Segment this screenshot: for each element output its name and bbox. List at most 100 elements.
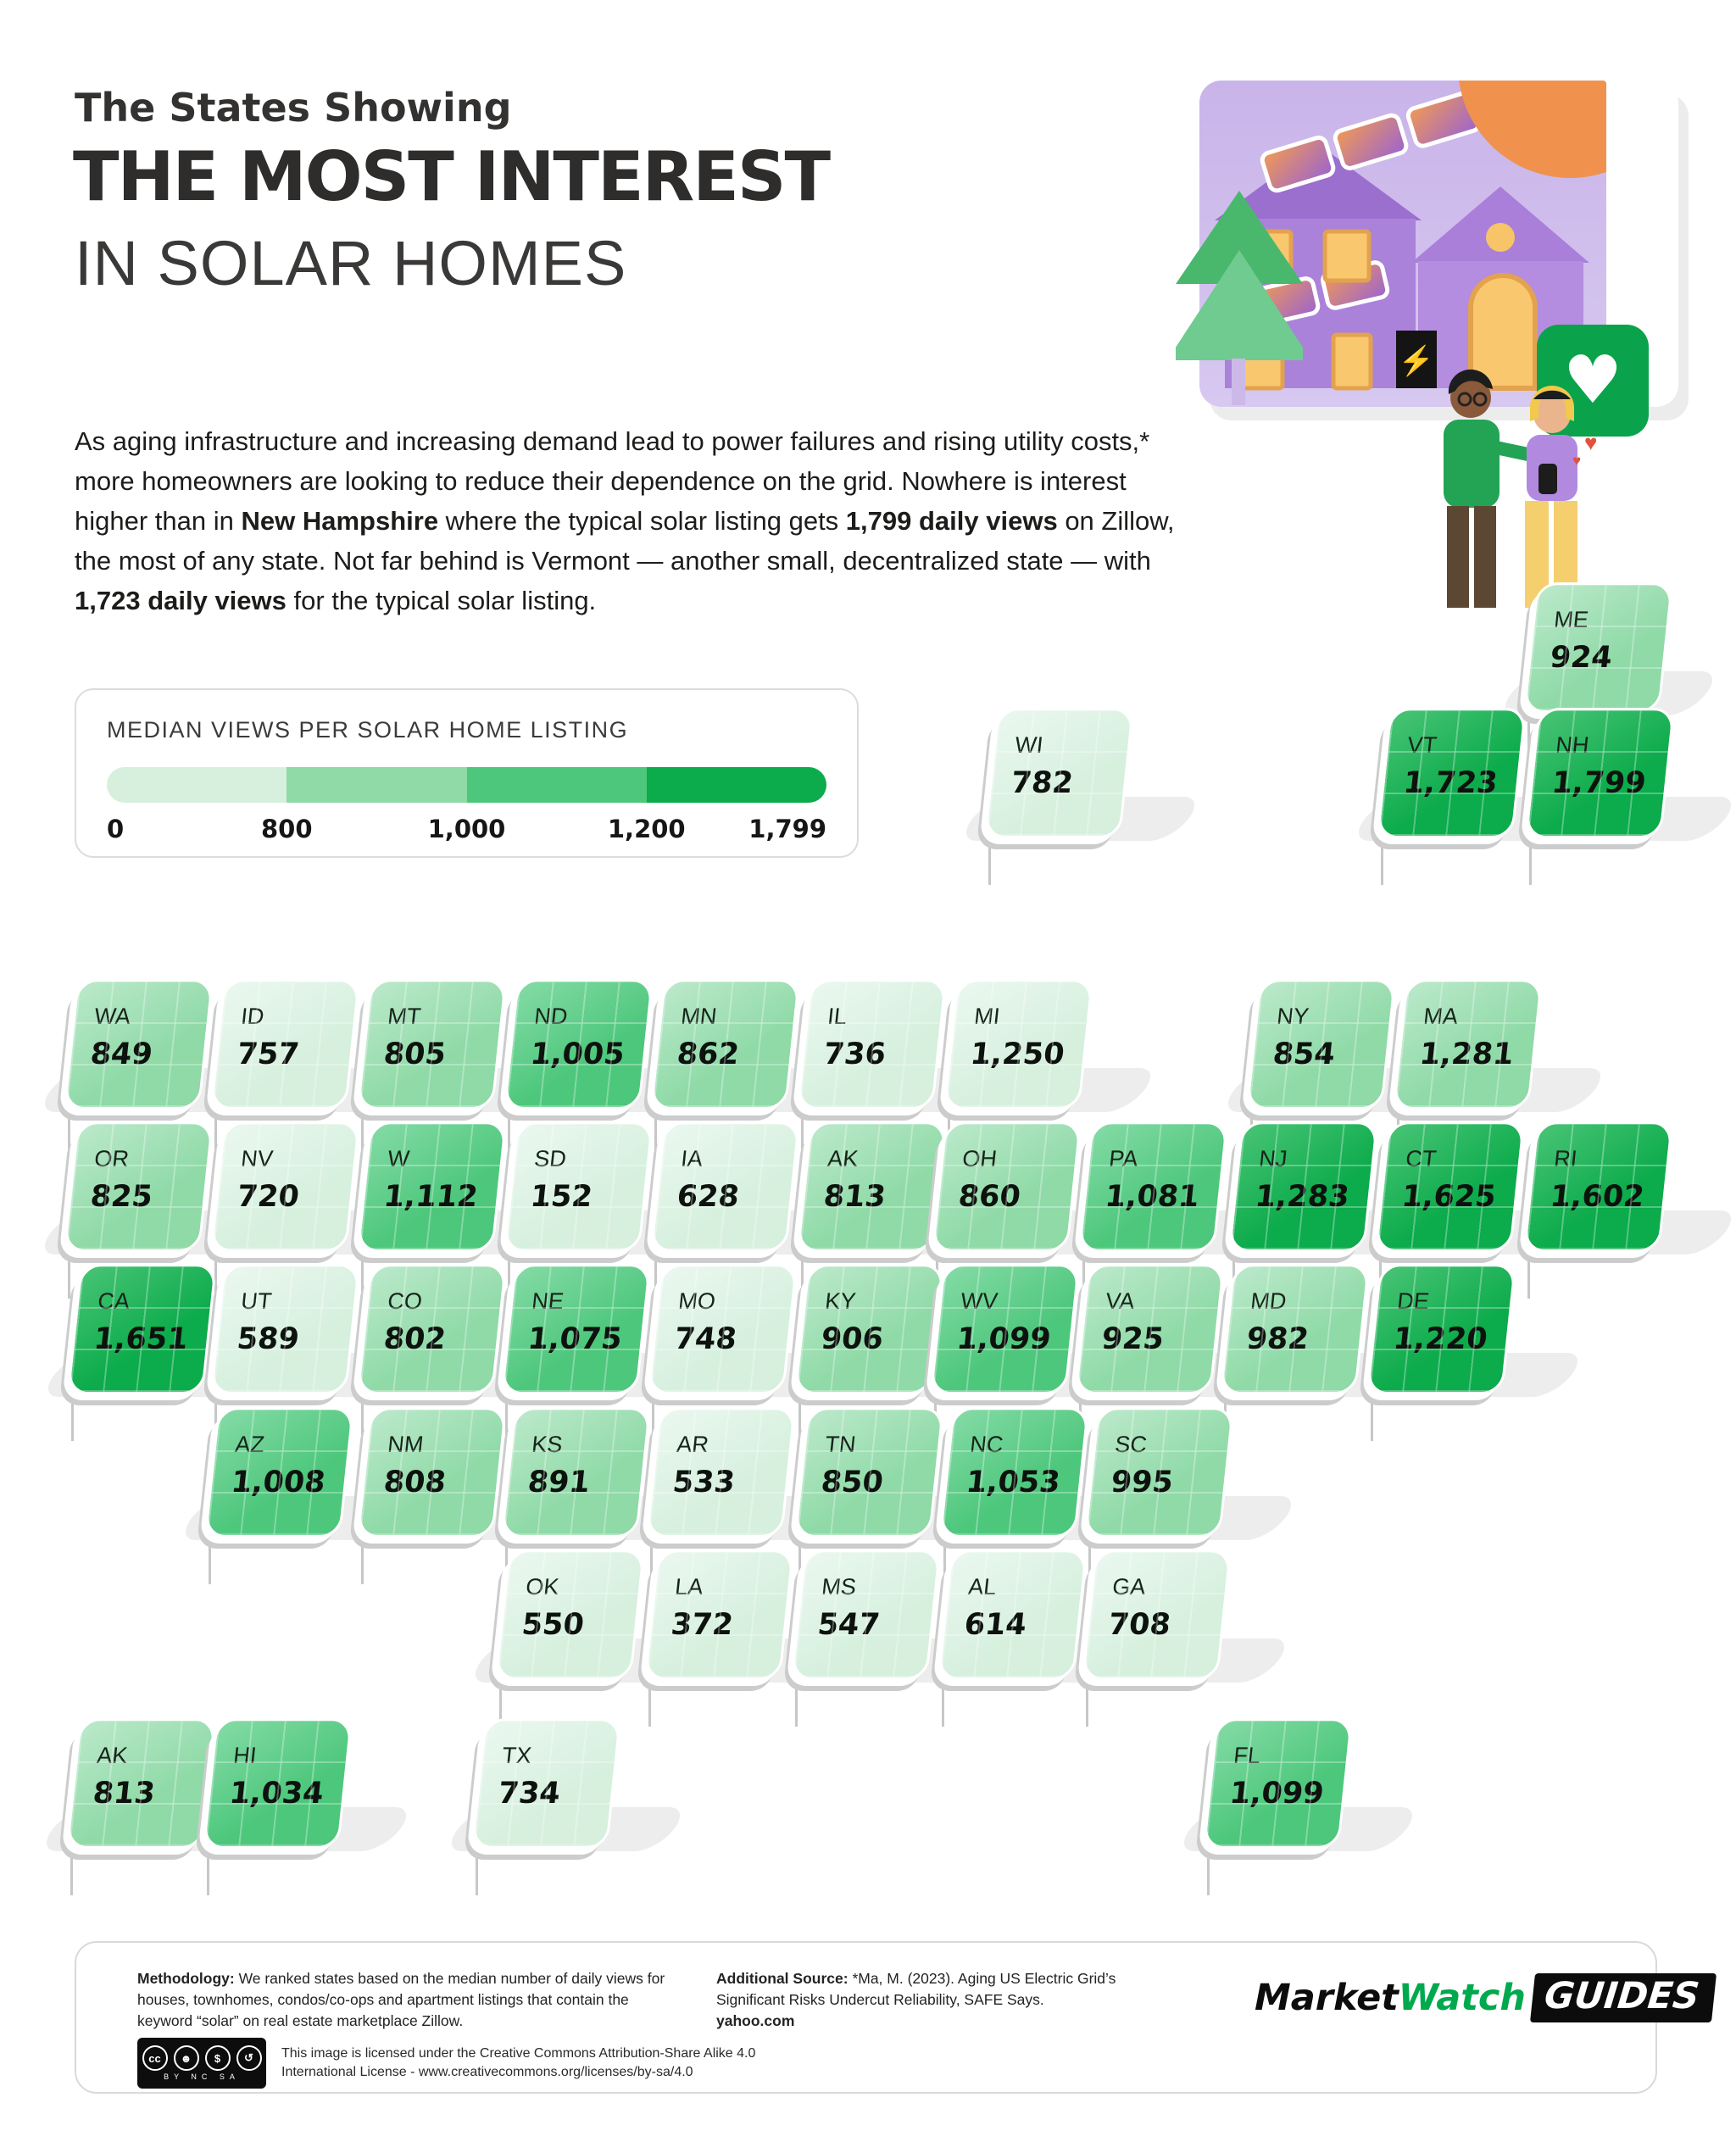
cc-icon: cc <box>142 2045 168 2071</box>
panel-kickstand <box>1232 1185 1235 1299</box>
panel-kickstand <box>948 1043 950 1156</box>
panel-kickstand <box>1381 771 1383 885</box>
panel-kickstand <box>942 1613 944 1727</box>
logo-market: Market <box>1255 1977 1399 2019</box>
panel-kickstand <box>1397 1043 1399 1156</box>
state-tile-ms: MS 547 <box>793 1552 938 1677</box>
state-code-label: AR <box>675 1432 710 1457</box>
state-tile-ny: NY 854 <box>1249 982 1394 1107</box>
state-tile-ar: AR 533 <box>648 1410 793 1535</box>
state-code-label: ID <box>239 1004 266 1029</box>
panel-kickstand <box>214 1327 217 1441</box>
state-value-label: 925 <box>1099 1322 1166 1356</box>
state-code-label: NH <box>1554 732 1591 758</box>
state-value-label: 550 <box>520 1608 586 1642</box>
state-code-label: HI <box>231 1743 259 1768</box>
state-value-label: 808 <box>381 1466 448 1499</box>
panel-kickstand <box>70 1782 73 1895</box>
state-tile-ks: KS 891 <box>504 1410 648 1535</box>
license-text: This image is licensed under the Creativ… <box>281 2045 756 2079</box>
state-value-label: 614 <box>962 1608 1028 1642</box>
state-value-label: 825 <box>88 1180 154 1214</box>
state-tile-w: W 1,112 <box>359 1124 504 1249</box>
state-tile-mi: MI 1,250 <box>946 982 1091 1107</box>
state-value-label: 1,075 <box>526 1322 624 1356</box>
panel-kickstand <box>68 1043 70 1156</box>
state-tile-ga: GA 708 <box>1084 1552 1229 1677</box>
state-tile-nv: NV 720 <box>213 1124 358 1249</box>
state-tile-ma: MA 1,281 <box>1395 982 1540 1107</box>
state-tile-ut: UT 589 <box>213 1266 358 1392</box>
state-code-label: KS <box>530 1432 565 1457</box>
panel-kickstand <box>1207 1782 1210 1895</box>
panel-kickstand <box>936 1185 938 1299</box>
state-code-label: CT <box>1404 1146 1438 1171</box>
state-tile-wv: WV 1,099 <box>932 1266 1077 1392</box>
state-tile-mo: MO 748 <box>650 1266 795 1392</box>
page-subtitle: IN SOLAR HOMES <box>75 228 627 298</box>
state-value-label: 547 <box>815 1608 882 1642</box>
state-tile-de: DE 1,220 <box>1369 1266 1514 1392</box>
state-tile-ct: CT 1,625 <box>1377 1124 1522 1249</box>
legend-segment <box>466 767 647 803</box>
state-tile-nm: NM 808 <box>359 1410 504 1535</box>
state-value-label: 862 <box>675 1038 741 1071</box>
state-code-label: NV <box>239 1146 275 1171</box>
panel-kickstand <box>801 1043 804 1156</box>
panel-kickstand <box>361 1185 364 1299</box>
state-value-label: 720 <box>235 1180 301 1214</box>
panel-kickstand <box>361 1471 364 1584</box>
state-tile-sd: SD 152 <box>506 1124 651 1249</box>
legend-tick-label: 0 <box>107 815 125 843</box>
page-title: THE MOST INTEREST <box>73 137 831 216</box>
panel-kickstand <box>654 1043 657 1156</box>
state-tile-wa: WA 849 <box>66 982 211 1107</box>
state-value-label: 1,112 <box>381 1180 480 1214</box>
state-value-label: 1,602 <box>1548 1180 1646 1214</box>
state-tile-ne: NE 1,075 <box>504 1266 648 1392</box>
state-code-label: SD <box>532 1146 568 1171</box>
state-value-label: 805 <box>381 1038 448 1071</box>
panel-kickstand <box>476 1782 478 1895</box>
state-value-label: 372 <box>669 1608 735 1642</box>
state-tile-co: CO 802 <box>359 1266 504 1392</box>
state-value-label: 854 <box>1271 1038 1337 1071</box>
panel-kickstand <box>1371 1327 1373 1441</box>
methodology-text: Methodology: We ranked states based on t… <box>137 1970 665 2029</box>
state-value-label: 1,005 <box>528 1038 626 1071</box>
state-code-label: IL <box>826 1004 849 1029</box>
panel-kickstand <box>508 1185 510 1299</box>
people-illustration: ♥ ♥ <box>1444 369 1597 608</box>
state-code-label: PA <box>1107 1146 1140 1171</box>
state-code-label: TX <box>500 1743 533 1768</box>
panel-kickstand <box>499 1613 502 1727</box>
state-tile-ri: RI 1,602 <box>1526 1124 1671 1249</box>
state-value-label: 734 <box>496 1777 562 1811</box>
logo-guides: GUIDES <box>1529 1973 1717 2022</box>
state-tile-nd: ND 1,005 <box>506 982 651 1107</box>
state-value-label: 1,250 <box>968 1038 1066 1071</box>
state-tile-tn: TN 850 <box>797 1410 942 1535</box>
state-value-label: 1,723 <box>1401 766 1500 800</box>
panel-kickstand <box>209 1471 211 1584</box>
panel-kickstand <box>214 1185 217 1299</box>
state-code-label: OR <box>92 1146 131 1171</box>
state-code-label: IA <box>679 1146 704 1171</box>
state-value-label: 628 <box>675 1180 741 1214</box>
lightning-icon: ⚡ <box>1399 344 1434 378</box>
legend-segment <box>646 767 826 803</box>
state-code-label: AK <box>95 1743 130 1768</box>
heart-icon: ♥ <box>1584 430 1597 455</box>
legend-title: MEDIAN VIEWS PER SOLAR HOME LISTING <box>107 717 629 743</box>
state-value-label: 813 <box>821 1180 887 1214</box>
legend-tick-label: 800 <box>260 815 313 843</box>
state-value-label: 891 <box>526 1466 592 1499</box>
cc-icon: ↺ <box>236 2045 262 2071</box>
state-value-label: 1,625 <box>1399 1180 1498 1214</box>
state-tile-ca: CA 1,651 <box>70 1266 214 1392</box>
state-value-label: 1,081 <box>1103 1180 1201 1214</box>
panel-kickstand <box>1527 646 1530 759</box>
state-value-label: 1,099 <box>1227 1777 1326 1811</box>
panel-kickstand <box>1082 1185 1085 1299</box>
state-code-label: GA <box>1110 1574 1148 1599</box>
